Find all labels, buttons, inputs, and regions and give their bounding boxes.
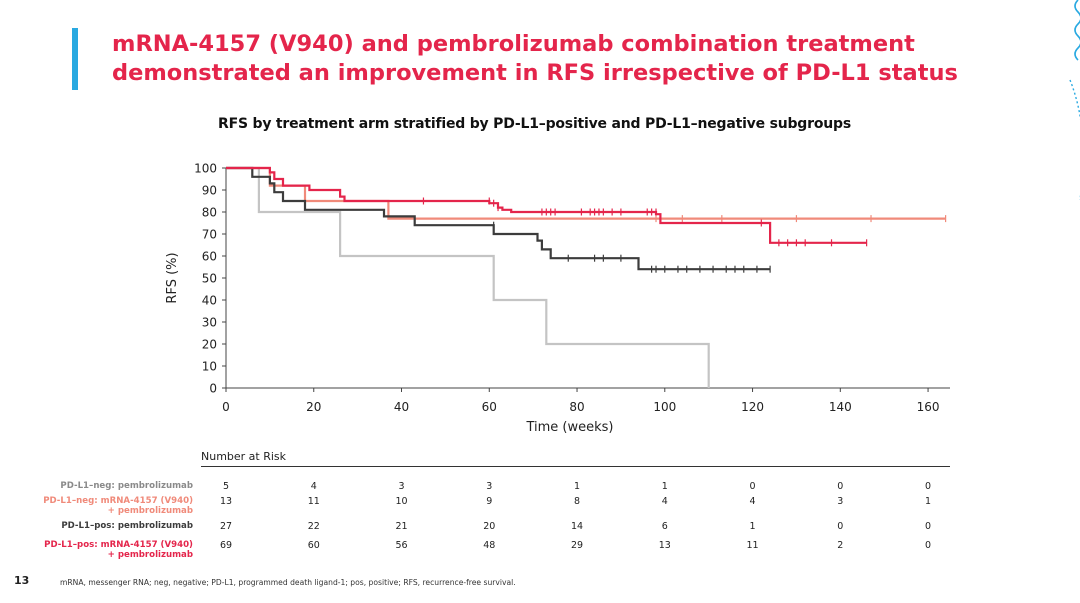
risk-value: 4	[310, 481, 317, 492]
series-line-1	[226, 166, 710, 388]
risk-value: 4	[749, 496, 756, 507]
risk-value: 60	[307, 540, 320, 551]
risk-row-label: PD-L1–pos: mRNA-4157 (V940) + pembrolizum…	[44, 540, 193, 560]
y-tick-label: 10	[202, 360, 217, 374]
risk-row-label-line: PD-L1–neg: pembrolizumab	[60, 481, 193, 491]
risk-value: 56	[395, 540, 408, 551]
risk-value: 1	[749, 521, 756, 532]
series-line-4	[226, 166, 867, 244]
risk-value: 0	[925, 540, 932, 551]
x-tick-label: 20	[306, 400, 321, 414]
x-tick-label: 160	[917, 400, 940, 414]
y-tick-label: 50	[202, 272, 217, 286]
risk-row-label: PD-L1–neg: pembrolizumab	[60, 481, 193, 491]
risk-row-label: PD-L1–pos: pembrolizumab	[61, 521, 193, 531]
risk-value: 27	[219, 521, 233, 532]
chart-series-layer	[226, 166, 947, 388]
y-tick-label: 40	[202, 294, 217, 308]
risk-value: 29	[570, 540, 584, 551]
risk-value: 8	[573, 496, 581, 507]
risk-value: 5	[222, 481, 230, 492]
y-tick-label: 70	[202, 228, 217, 242]
x-tick-label: 80	[569, 400, 584, 414]
series-3	[226, 166, 771, 273]
x-tick-label: 140	[829, 400, 852, 414]
risk-row-label-line: + pembrolizumab	[107, 506, 193, 516]
risk-value: 10	[395, 496, 408, 507]
x-tick-label: 0	[222, 400, 230, 414]
y-tick-label: 60	[202, 250, 217, 264]
risk-value: 0	[749, 481, 756, 492]
chart-title: RFS by treatment arm stratified by PD-L1…	[218, 116, 851, 132]
risk-value: 9	[486, 496, 493, 507]
y-tick-label: 90	[202, 184, 217, 198]
risk-value: 6	[661, 521, 668, 532]
chart-axes: 0 20 40 60 80 100 120 140 160 0 10 20 30 40 50 60 70 80 90…	[165, 162, 950, 435]
series-line-3	[226, 166, 771, 271]
risk-value: 3	[398, 481, 405, 492]
risk-row-label-line: PD-L1–neg: mRNA-4157 (V940)	[43, 496, 193, 506]
risk-value: 22	[307, 521, 320, 532]
series-2	[226, 166, 947, 223]
risk-value: 11	[307, 496, 320, 507]
x-tick-label: 120	[741, 400, 764, 414]
risk-row-label-line: + pembrolizumab	[107, 550, 193, 560]
risk-value: 0	[837, 521, 844, 532]
y-tick-label: 80	[202, 206, 217, 220]
x-tick-label: 40	[394, 400, 409, 414]
y-tick-label: 100	[194, 162, 217, 176]
slide-title-line-2: demonstrated an improvement in RFS irres…	[112, 60, 958, 86]
slide-title: mRNA-4157 (V940) and pembrolizumab combi…	[112, 30, 1032, 88]
risk-value: 21	[395, 521, 408, 532]
risk-value: 14	[570, 521, 584, 532]
accent-bar	[72, 28, 78, 90]
risk-row-label-line: PD-L1–pos: pembrolizumab	[61, 521, 193, 531]
risk-value: 1	[661, 481, 668, 492]
x-axis-label: Time (weeks)	[525, 420, 613, 435]
y-axis-label: RFS (%)	[165, 252, 180, 303]
y-tick-label: 30	[202, 316, 217, 330]
risk-value: 3	[486, 481, 493, 492]
risk-row-label: PD-L1–neg: mRNA-4157 (V940) + pembrolizum…	[43, 496, 193, 516]
wavy-decoration	[1069, 0, 1080, 200]
risk-value: 13	[219, 496, 233, 507]
risk-value: 4	[661, 496, 668, 507]
x-tick-label: 100	[653, 400, 676, 414]
series-4	[226, 166, 868, 247]
y-tick-label: 20	[202, 338, 217, 352]
risk-value: 0	[925, 521, 932, 532]
risk-value: 2	[837, 540, 844, 551]
risk-value: 48	[483, 540, 496, 551]
risk-value: 0	[925, 481, 932, 492]
risk-value: 1	[925, 496, 932, 507]
risk-table-title: Number at Risk	[201, 450, 287, 463]
page-number: 13	[14, 574, 30, 587]
risk-table-divider	[201, 466, 950, 467]
risk-value: 20	[483, 521, 496, 532]
slide-title-line-1: mRNA-4157 (V940) and pembrolizumab combi…	[112, 31, 915, 57]
risk-value: 3	[837, 496, 844, 507]
risk-row-label-line: PD-L1–pos: mRNA-4157 (V940)	[44, 540, 193, 550]
y-tick-label: 0	[209, 382, 217, 396]
risk-value: 11	[746, 540, 759, 551]
series-1	[226, 166, 710, 388]
risk-value: 69	[219, 540, 233, 551]
footnote: mRNA, messenger RNA; neg, negative; PD-L…	[60, 578, 516, 587]
risk-value: 1	[573, 481, 581, 492]
risk-value: 13	[658, 540, 671, 551]
x-tick-label: 60	[482, 400, 497, 414]
risk-value: 0	[837, 481, 844, 492]
